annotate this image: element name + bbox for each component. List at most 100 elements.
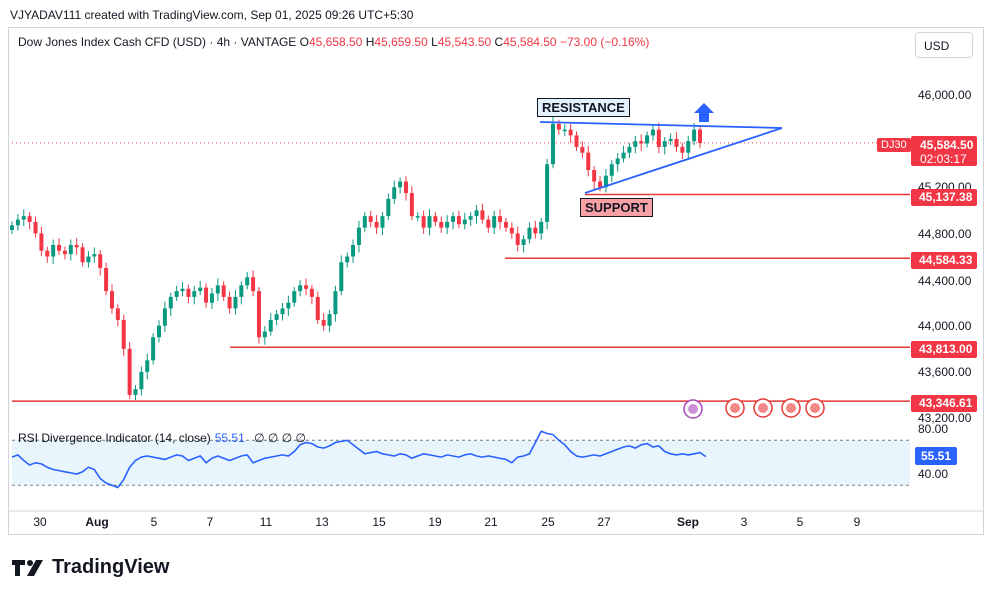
rsi-legend: RSI Divergence Indicator (14, close) 55.5… (18, 431, 306, 445)
price-axis-label: 43,600.00 (918, 365, 972, 379)
candle-body (327, 314, 332, 326)
candle-body (245, 277, 250, 286)
date-tick-label: Aug (85, 515, 109, 529)
candle-body (550, 123, 555, 165)
candle-body (398, 181, 403, 188)
candle-body (462, 219, 467, 225)
flag-event-icon (730, 403, 740, 413)
change-value: −73.00 (−0.16%) (559, 35, 650, 49)
level-tag: 45,137.38 (911, 189, 978, 206)
candle-body (451, 216, 456, 222)
date-tick-label: 5 (150, 515, 158, 529)
candle-body (115, 308, 120, 320)
candle-body (233, 296, 238, 309)
candle-body (68, 244, 73, 255)
candle-body (427, 216, 432, 228)
candle-body (686, 141, 691, 153)
date-tick-label: 25 (541, 515, 555, 529)
resistance-trendline (539, 121, 783, 129)
candle-body (121, 319, 126, 349)
support-label: SUPPORT (580, 198, 653, 217)
currency-button[interactable]: USD (915, 32, 973, 58)
candle-body (515, 233, 520, 245)
date-tick-label: 11 (259, 515, 273, 529)
candle-body (45, 250, 50, 257)
candle-body (568, 129, 573, 136)
rsi-band (12, 440, 910, 486)
candle-body (39, 233, 44, 251)
open-value: 45,658.50 (308, 35, 363, 49)
price-axis-label: 44,400.00 (918, 274, 972, 288)
candle-body (339, 262, 344, 292)
tradingview-logo: TradingView (12, 556, 169, 579)
candle-body (421, 216, 426, 228)
candle-body (315, 296, 320, 320)
candle-body (368, 216, 373, 222)
footer-brand: TradingView (52, 556, 170, 578)
candle-body (221, 285, 226, 297)
candle-body (304, 285, 309, 289)
candle-body (292, 291, 297, 303)
candle-body (186, 288, 191, 297)
credit-text: VJYADAV111 created with TradingView.com,… (10, 8, 414, 22)
candle-body (580, 146, 585, 153)
candle-body (439, 221, 444, 228)
candle-body (433, 216, 438, 222)
candle-body (486, 219, 491, 228)
candle-body (145, 360, 150, 372)
candle-body (592, 169, 597, 182)
close-value: 45,584.50 (503, 35, 557, 49)
date-tick-label: 15 (372, 515, 386, 529)
candle-body (168, 296, 173, 309)
candle-body (80, 247, 85, 263)
candle-body (280, 308, 285, 315)
candle-body (415, 216, 420, 218)
date-tick-label: Sep (676, 515, 700, 529)
candle-body (521, 239, 526, 245)
candle-body (139, 371, 144, 390)
candle-body (409, 193, 414, 217)
candle-body (262, 331, 267, 338)
price-axis-label: 44,800.00 (918, 227, 972, 241)
low-value: 45,543.50 (437, 35, 492, 49)
candle-body (539, 221, 544, 234)
candle-body (586, 152, 591, 170)
candle-body (345, 256, 350, 263)
current-price: 45,584.50 (920, 138, 974, 152)
candle-body (204, 287, 209, 303)
candle-body (162, 308, 167, 326)
candle-body (603, 175, 608, 188)
flag-event-icon (810, 403, 820, 413)
candle-body (680, 146, 685, 153)
candle-body (174, 291, 179, 297)
candle-body (621, 152, 626, 159)
candle-body (251, 277, 256, 292)
candle-body (86, 256, 91, 263)
candle-body (533, 227, 538, 234)
candle-body (492, 216, 497, 228)
candle-body (662, 141, 667, 147)
candle-body (545, 164, 550, 222)
candle-body (74, 244, 79, 248)
candle-body (21, 216, 26, 220)
candle-body (62, 250, 67, 255)
date-tick-label: 21 (484, 515, 498, 529)
rsi-value-tag: 55.51 (915, 447, 958, 465)
candle-body (562, 129, 567, 132)
candle-body (268, 319, 273, 332)
support-trendline (584, 127, 783, 194)
candle-body (57, 244, 62, 251)
candle-body (627, 146, 632, 153)
date-tick-label: 13 (315, 515, 329, 529)
price-axis-label: 44,000.00 (918, 319, 972, 333)
date-tick-label: 5 (796, 515, 804, 529)
candle-body (362, 216, 367, 228)
candle-body (692, 129, 697, 142)
candle-body (527, 227, 532, 240)
candle-body (374, 221, 379, 228)
high-label: H (365, 35, 375, 49)
candle-body (445, 221, 450, 228)
candle-body (656, 129, 661, 147)
candle-body (503, 221, 508, 228)
